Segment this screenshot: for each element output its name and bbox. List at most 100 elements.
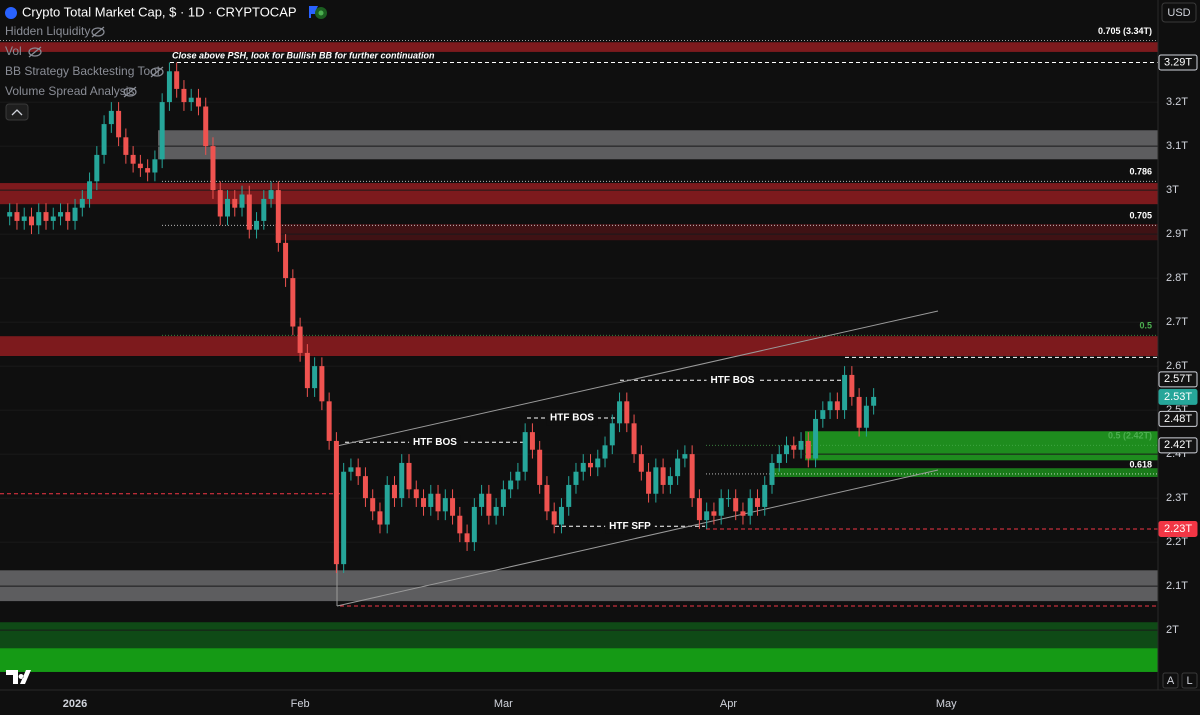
chart-title: Crypto Total Market Cap, $ · 1D · CRYPTO… xyxy=(22,4,297,19)
candle-body xyxy=(232,198,238,208)
x-tick-label: Mar xyxy=(494,698,513,710)
candle-body xyxy=(798,440,804,450)
candle-body xyxy=(537,449,543,485)
candle-body xyxy=(145,168,151,173)
fib-label: 0.5 xyxy=(1139,321,1152,331)
candle-body xyxy=(638,454,644,472)
candle-body xyxy=(762,484,768,507)
y-tick-label: 2.2T xyxy=(1166,536,1188,548)
lines-layer xyxy=(0,40,1158,607)
candle-body xyxy=(595,458,601,468)
y-tick-label: 2.3T xyxy=(1166,492,1188,504)
tradingview-logo xyxy=(6,670,31,684)
x-tick-label: Apr xyxy=(720,698,737,710)
currency-label[interactable]: USD xyxy=(1167,7,1190,19)
candle-body xyxy=(28,216,34,226)
candle-body xyxy=(573,471,579,485)
candles-layer xyxy=(7,62,877,573)
candle-body xyxy=(108,110,114,125)
indicator-name[interactable]: Vol xyxy=(5,44,22,58)
zone xyxy=(0,622,1158,649)
hidden-icons xyxy=(28,26,164,98)
candle-body xyxy=(413,489,419,499)
candle-body xyxy=(355,467,361,477)
y-tick-label: 2.1T xyxy=(1166,580,1188,592)
price-badge xyxy=(1158,410,1198,427)
candle-body xyxy=(137,163,143,169)
annotation-background xyxy=(706,373,759,388)
price-axis xyxy=(1158,0,1200,690)
candle-body xyxy=(152,159,158,173)
candle-body xyxy=(391,484,397,499)
candle-body xyxy=(551,511,557,525)
candle-body xyxy=(754,498,760,507)
x-tick-label: 2026 xyxy=(63,698,87,710)
candle-body xyxy=(174,71,180,89)
candle-body xyxy=(188,97,194,103)
zone xyxy=(0,183,1158,205)
candle-body xyxy=(341,471,347,565)
candle-body xyxy=(275,190,281,243)
fib-label: 0.705 xyxy=(1129,211,1152,221)
candle-body xyxy=(290,278,296,327)
annotation: HTF SFP xyxy=(609,521,651,532)
candle-body xyxy=(689,454,695,499)
candle-body xyxy=(617,401,623,424)
candle-body xyxy=(261,198,267,221)
candle-body xyxy=(203,106,209,147)
grid-layer xyxy=(0,101,1162,631)
annotation: HTF BOS xyxy=(550,413,594,424)
candle-body xyxy=(479,493,485,507)
candle-body xyxy=(704,511,710,521)
auto-label[interactable]: A xyxy=(1167,675,1175,687)
y-tick-label: 2.8T xyxy=(1166,272,1188,284)
indicator-name[interactable]: Hidden Liquidity xyxy=(5,24,90,38)
candle-body xyxy=(740,511,746,516)
candle-body xyxy=(675,458,681,477)
log-button[interactable] xyxy=(1181,672,1198,689)
candle-body xyxy=(428,493,434,507)
y-tick-label: 3.2T xyxy=(1166,96,1188,108)
candle-body xyxy=(457,515,463,534)
collapse-button[interactable] xyxy=(5,103,29,121)
indicator-name[interactable]: Volume Spread Analysis xyxy=(5,84,134,98)
candle-body xyxy=(101,124,107,155)
candle-body xyxy=(312,366,318,389)
candle-body xyxy=(166,71,172,103)
price-badge xyxy=(1158,520,1198,537)
candle-body xyxy=(856,396,862,428)
candle-body xyxy=(827,401,833,411)
candle-body xyxy=(87,181,93,199)
candle-body xyxy=(246,194,252,230)
candle-body xyxy=(747,498,753,516)
candle-body xyxy=(515,471,521,481)
candle-body xyxy=(588,462,593,468)
price-badge xyxy=(1158,437,1198,454)
log-label[interactable]: L xyxy=(1186,675,1192,687)
candle-body xyxy=(834,401,840,411)
candle-body xyxy=(725,498,731,500)
price-badge-label: 2.23T xyxy=(1164,523,1192,535)
candle-body xyxy=(769,462,775,485)
price-badge-label: 2.42T xyxy=(1164,439,1192,451)
candle-body xyxy=(130,154,136,164)
zone xyxy=(770,468,1158,478)
y-tick-label: 3T xyxy=(1166,184,1179,196)
candle-body xyxy=(159,102,165,160)
zone xyxy=(805,431,1158,461)
candle-body xyxy=(304,352,310,389)
auto-button[interactable] xyxy=(1162,672,1179,689)
candle-body xyxy=(50,216,56,221)
candle-body xyxy=(239,194,245,208)
indicator-name[interactable]: BB Strategy Backtesting Tool xyxy=(5,64,160,78)
candle-body xyxy=(21,216,27,221)
candle-body xyxy=(65,212,71,221)
candle-body xyxy=(631,423,637,455)
currency-button[interactable] xyxy=(1161,2,1197,23)
candle-body xyxy=(863,405,869,428)
candle-body xyxy=(58,212,64,217)
candle-body xyxy=(399,462,405,499)
annotation: HTF BOS xyxy=(711,375,755,386)
